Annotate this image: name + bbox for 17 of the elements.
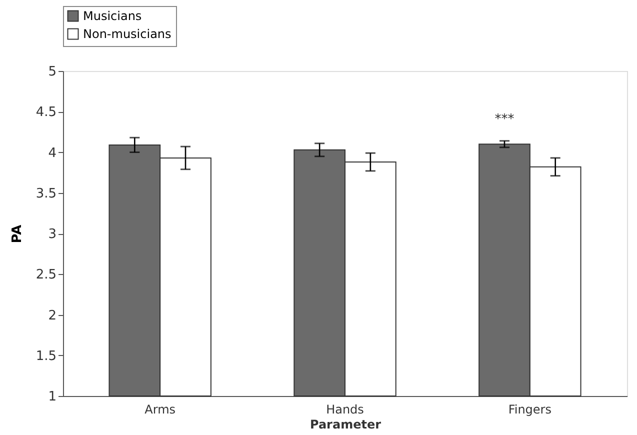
legend-label: Non-musicians: [83, 27, 172, 41]
y-tick-label: 3.5: [36, 186, 56, 202]
y-tick-label: 1.5: [36, 348, 56, 364]
x-tick-label: Hands: [326, 402, 364, 416]
legend-label: Musicians: [83, 9, 142, 23]
x-axis-title: Parameter: [310, 418, 382, 432]
x-tick-label: Fingers: [508, 402, 552, 416]
y-axis-title: PA: [10, 224, 25, 244]
x-tick-label: Arms: [144, 402, 176, 416]
annotation: ***: [494, 112, 515, 127]
y-tick-label: 5: [48, 64, 56, 80]
y-tick-label: 2.5: [36, 268, 56, 283]
y-tick-label: 4: [48, 146, 56, 161]
y-tick-label: 4.5: [36, 105, 56, 120]
y-tick-label: 1: [48, 390, 56, 404]
y-tick-label: 2: [48, 308, 56, 324]
y-tick-label: 3: [48, 227, 56, 242]
